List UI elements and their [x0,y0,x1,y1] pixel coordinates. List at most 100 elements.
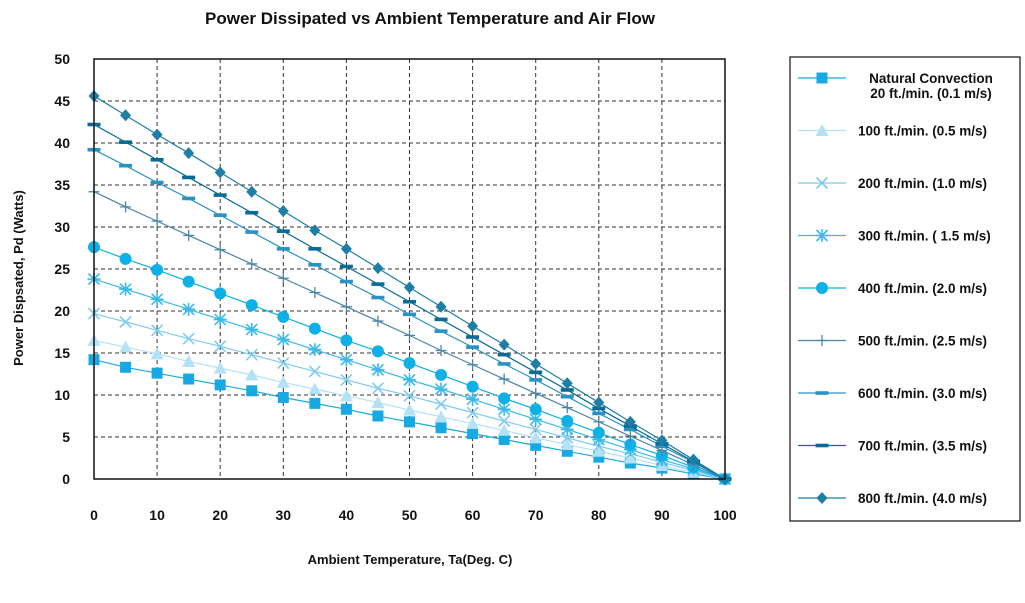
marker-shape [150,292,164,306]
data-point [435,368,448,381]
data-point [151,128,163,141]
marker-shape [816,335,828,346]
marker-shape [561,445,573,457]
data-point [529,431,543,444]
data-point [340,403,352,415]
marker-shape [435,300,447,313]
marker-shape [339,264,353,269]
marker-shape [403,357,416,370]
marker-shape [246,258,258,270]
data-point [467,320,479,333]
data-point [308,263,322,267]
data-point [434,317,448,322]
data-point [182,175,196,180]
data-point [119,252,132,265]
data-point [592,411,606,416]
legend-label: 400 ft./min. (2.0 m/s) [858,281,987,296]
data-point [246,385,258,397]
data-point [593,451,605,463]
marker-shape [561,402,573,414]
marker-shape [214,340,227,353]
marker-shape [213,312,227,326]
marker-shape [150,347,164,360]
data-point [340,334,353,347]
legend-frame [789,56,1021,522]
marker-shape [467,359,479,371]
legend-label: 800 ft./min. (4.0 m/s) [858,491,987,506]
data-point [624,430,636,442]
data-point [434,329,448,333]
data-point [120,361,132,373]
marker-shape [151,263,164,276]
data-point [120,109,132,122]
data-point [276,375,290,388]
data-point [529,423,542,436]
marker-shape [623,427,637,432]
marker-shape [119,252,132,265]
legend-marker [815,176,829,190]
legend-item: 300 ft./min. ( 1.5 m/s) [798,229,991,244]
marker-shape [119,140,133,144]
marker-shape [560,394,574,399]
legend-label: 500 ft./min. (2.5 m/s) [858,334,987,349]
data-point [309,287,321,299]
marker-shape [466,406,479,419]
marker-shape [372,315,384,327]
data-point [498,414,511,428]
data-point [593,416,605,428]
marker-shape [276,247,290,251]
data-point [308,247,322,251]
data-point [371,382,385,395]
data-point [404,329,415,341]
data-point [213,361,227,374]
data-point [339,389,353,402]
data-point [277,310,290,323]
y-tick-label: 15 [54,345,70,361]
marker-shape [592,444,606,457]
x-tick-label: 70 [528,507,544,523]
marker-shape [277,357,290,370]
legend-item: 100 ft./min. (0.5 m/s) [798,124,987,139]
marker-shape [182,302,196,316]
data-point [119,315,132,328]
marker-shape [120,109,132,122]
marker-shape [466,417,480,430]
data-point [561,415,574,428]
marker-shape [182,175,196,180]
data-point [308,343,322,357]
data-point [309,397,321,409]
data-point [435,300,447,313]
data-point [120,201,132,213]
marker-shape [246,385,258,397]
data-point [404,416,415,428]
legend-marker [816,492,828,504]
marker-shape [308,263,322,267]
data-point [561,377,573,390]
marker-shape [497,362,511,366]
marker-shape [214,244,226,256]
marker-shape [529,403,542,416]
marker-shape [435,368,448,381]
data-point [183,229,195,241]
data-point [151,324,164,337]
y-tick-label: 5 [62,429,70,445]
marker-shape [277,392,289,404]
data-point [150,347,164,360]
data-point [434,410,448,423]
data-point [530,387,542,399]
x-axis-label: Ambient Temperature, Ta(Deg. C) [308,552,513,567]
marker-shape [560,388,574,392]
data-point [339,264,353,269]
marker-shape [624,415,636,428]
data-point [151,263,164,276]
marker-shape [403,389,416,402]
marker-shape [340,301,352,313]
legend-item: 800 ft./min. (4.0 m/s) [798,491,987,506]
marker-shape [183,229,195,241]
marker-shape [624,430,636,442]
marker-shape [467,428,479,440]
y-tick-label: 0 [62,471,70,487]
legend-marker [815,124,829,136]
